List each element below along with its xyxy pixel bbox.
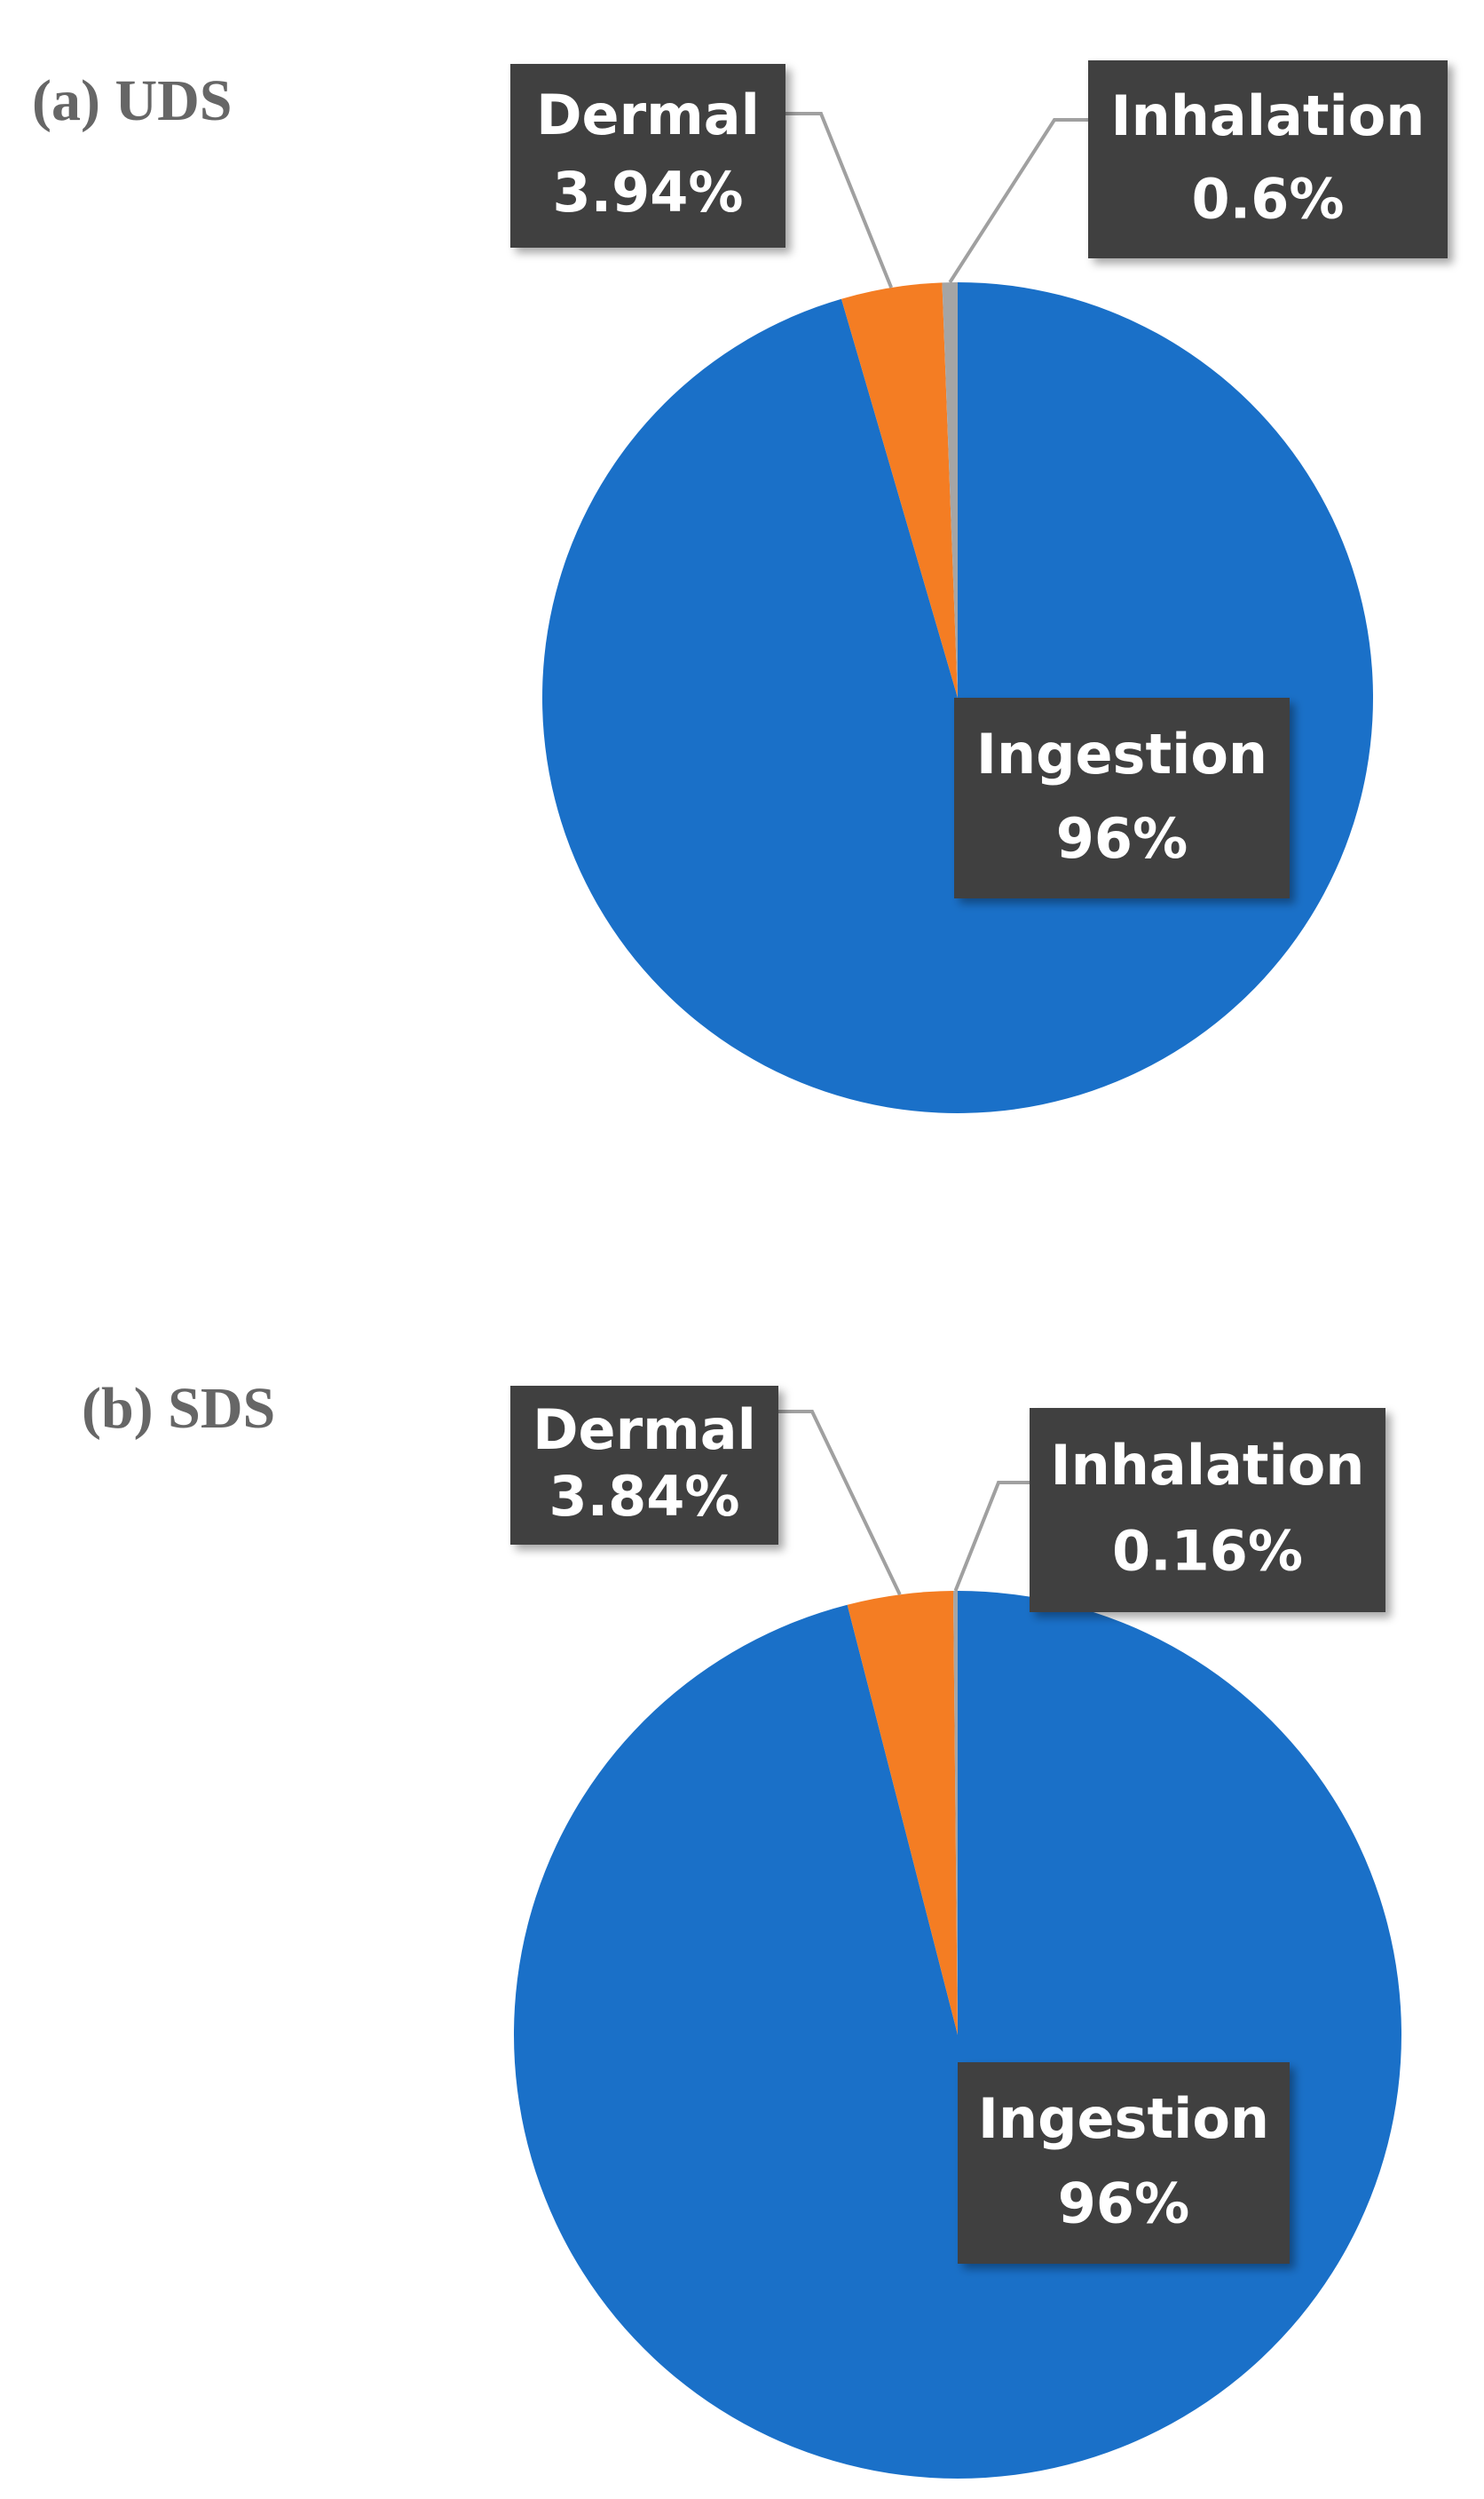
pie-chart: (a) UDS Ingestion 96% Dermal 3.94% Inhalation… <box>32 60 1448 1113</box>
data-label-value: 96% <box>1056 806 1188 871</box>
data-label-category: Ingestion <box>978 2086 1269 2151</box>
data-label-category: Inhalation <box>1051 1433 1365 1498</box>
pie-slice <box>847 1591 958 2035</box>
chart-title: (b) SDS <box>82 1376 275 1441</box>
chart-title: (a) UDS <box>32 68 233 133</box>
pie-slice <box>841 282 958 698</box>
pie-slice <box>942 282 958 698</box>
data-label-box <box>1030 1408 1385 1612</box>
data-label-value: 0.6% <box>1192 167 1345 232</box>
data-label-box <box>510 1386 778 1545</box>
data-label-value: 3.84% <box>549 1464 739 1529</box>
leader-line <box>953 1481 1030 1592</box>
data-label-category: Ingestion <box>976 722 1267 787</box>
data-label-box <box>1088 60 1448 258</box>
data-label-category: Dermal <box>533 1397 756 1462</box>
data-label-value: 3.94% <box>552 160 743 225</box>
pie-slice <box>952 1591 958 2035</box>
data-label-category: Inhalation <box>1111 83 1425 148</box>
leader-line <box>778 1410 902 1596</box>
data-label-box <box>510 64 785 248</box>
leader-line <box>948 118 1088 284</box>
data-label-value: 96% <box>1058 2171 1189 2236</box>
data-label-box <box>958 2062 1290 2264</box>
data-label-value: 0.16% <box>1112 1519 1303 1584</box>
data-label-box <box>954 698 1290 898</box>
data-label-category: Dermal <box>536 83 760 147</box>
leader-line <box>785 112 894 289</box>
